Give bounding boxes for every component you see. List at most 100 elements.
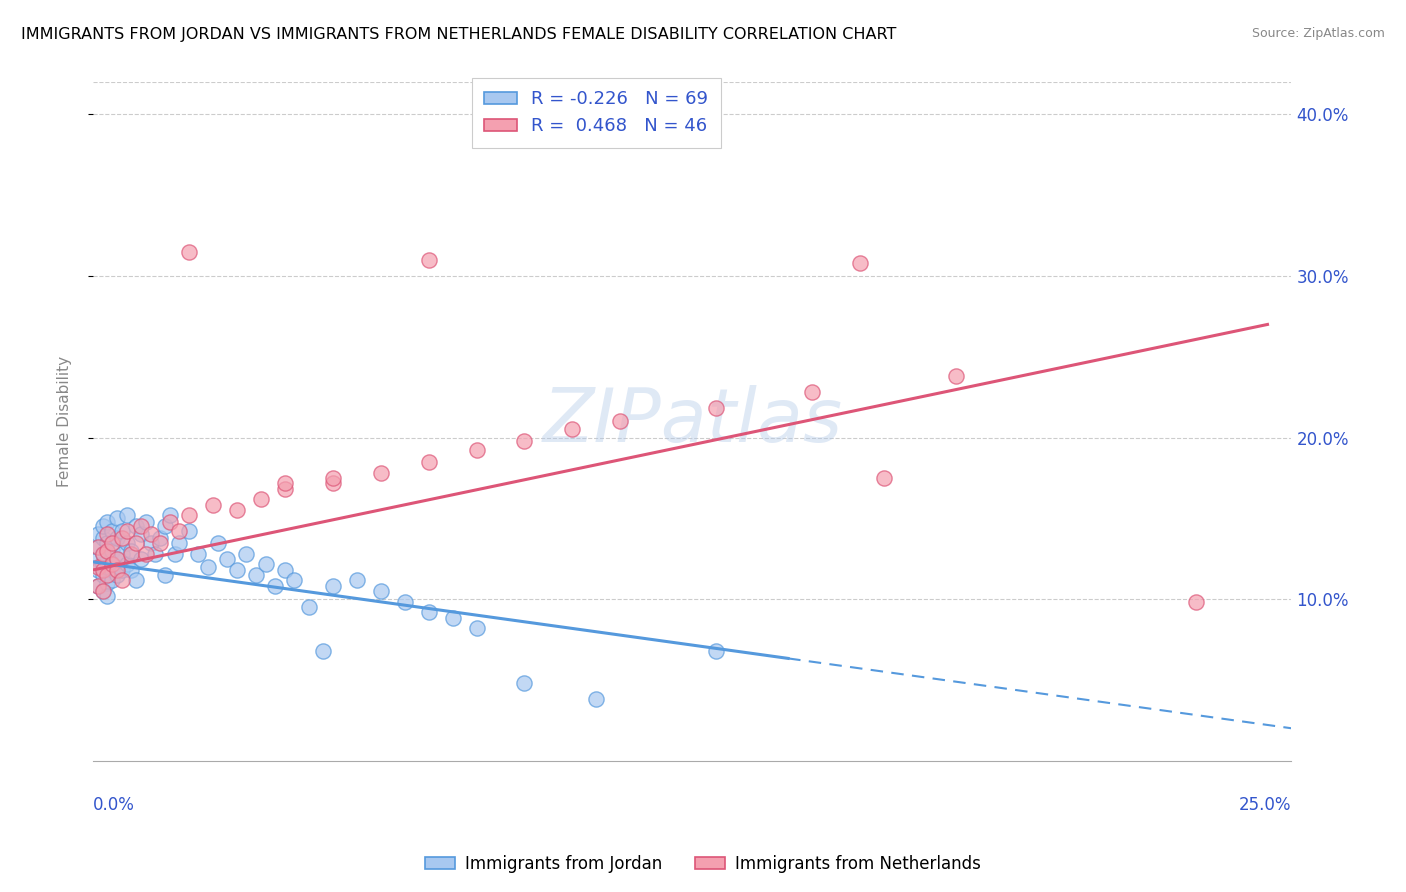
Point	[91, 563, 114, 577]
Point	[135, 547, 157, 561]
Point	[849, 256, 872, 270]
Text: 0.0%: 0.0%	[93, 797, 135, 814]
Point	[105, 551, 128, 566]
Point	[177, 244, 200, 259]
Point	[105, 531, 128, 545]
Point	[143, 547, 166, 561]
Point	[96, 535, 118, 549]
Point	[149, 531, 172, 545]
Point	[513, 434, 536, 448]
Point	[91, 557, 114, 571]
Point	[129, 519, 152, 533]
Point	[139, 535, 162, 549]
Point	[177, 508, 200, 522]
Point	[159, 508, 181, 522]
Point	[873, 471, 896, 485]
Text: ZIPatlas: ZIPatlas	[543, 385, 842, 458]
Point	[125, 519, 148, 533]
Point	[96, 543, 118, 558]
Point	[177, 524, 200, 539]
Point	[441, 611, 464, 625]
Point	[418, 252, 440, 267]
Point	[111, 573, 134, 587]
Point	[274, 563, 297, 577]
Point	[111, 524, 134, 539]
Point	[120, 547, 142, 561]
Point	[465, 621, 488, 635]
Legend: Immigrants from Jordan, Immigrants from Netherlands: Immigrants from Jordan, Immigrants from …	[418, 848, 988, 880]
Point	[91, 531, 114, 545]
Point	[101, 535, 124, 549]
Point	[96, 559, 118, 574]
Point	[115, 557, 138, 571]
Point	[254, 557, 277, 571]
Point	[274, 482, 297, 496]
Point	[96, 515, 118, 529]
Point	[704, 401, 727, 416]
Point	[1184, 595, 1206, 609]
Point	[169, 535, 191, 549]
Point	[91, 567, 114, 582]
Point	[105, 551, 128, 566]
Point	[274, 475, 297, 490]
Point	[394, 595, 416, 609]
Point	[245, 567, 267, 582]
Point	[87, 559, 110, 574]
Point	[609, 414, 631, 428]
Point	[322, 475, 344, 490]
Point	[91, 519, 114, 533]
Point	[105, 563, 128, 577]
Point	[87, 563, 110, 577]
Point	[96, 575, 118, 590]
Point	[139, 527, 162, 541]
Point	[159, 515, 181, 529]
Point	[91, 547, 114, 561]
Point	[561, 422, 583, 436]
Point	[129, 527, 152, 541]
Point	[153, 519, 176, 533]
Point	[91, 547, 114, 561]
Point	[225, 563, 247, 577]
Point	[87, 579, 110, 593]
Point	[585, 692, 607, 706]
Point	[87, 579, 110, 593]
Point	[87, 541, 110, 555]
Point	[111, 547, 134, 561]
Point	[135, 515, 157, 529]
Point	[91, 584, 114, 599]
Point	[115, 524, 138, 539]
Point	[115, 535, 138, 549]
Point	[96, 527, 118, 541]
Point	[87, 541, 110, 555]
Point	[312, 644, 335, 658]
Point	[225, 503, 247, 517]
Legend: R = -0.226   N = 69, R =  0.468   N = 46: R = -0.226 N = 69, R = 0.468 N = 46	[472, 78, 721, 148]
Text: 25.0%: 25.0%	[1239, 797, 1292, 814]
Point	[418, 455, 440, 469]
Point	[91, 584, 114, 599]
Point	[197, 559, 219, 574]
Point	[207, 535, 229, 549]
Point	[217, 551, 239, 566]
Point	[87, 551, 110, 566]
Point	[513, 676, 536, 690]
Point	[235, 547, 257, 561]
Point	[120, 563, 142, 577]
Point	[322, 471, 344, 485]
Point	[370, 584, 392, 599]
Point	[101, 557, 124, 571]
Y-axis label: Female Disability: Female Disability	[58, 356, 72, 487]
Point	[101, 563, 124, 577]
Point	[249, 491, 271, 506]
Point	[111, 563, 134, 577]
Point	[704, 644, 727, 658]
Point	[322, 579, 344, 593]
Point	[153, 567, 176, 582]
Point	[96, 589, 118, 603]
Text: IMMIGRANTS FROM JORDAN VS IMMIGRANTS FROM NETHERLANDS FEMALE DISABILITY CORRELAT: IMMIGRANTS FROM JORDAN VS IMMIGRANTS FRO…	[21, 27, 897, 42]
Point	[418, 605, 440, 619]
Point	[111, 531, 134, 545]
Point	[298, 600, 321, 615]
Point	[125, 573, 148, 587]
Point	[101, 524, 124, 539]
